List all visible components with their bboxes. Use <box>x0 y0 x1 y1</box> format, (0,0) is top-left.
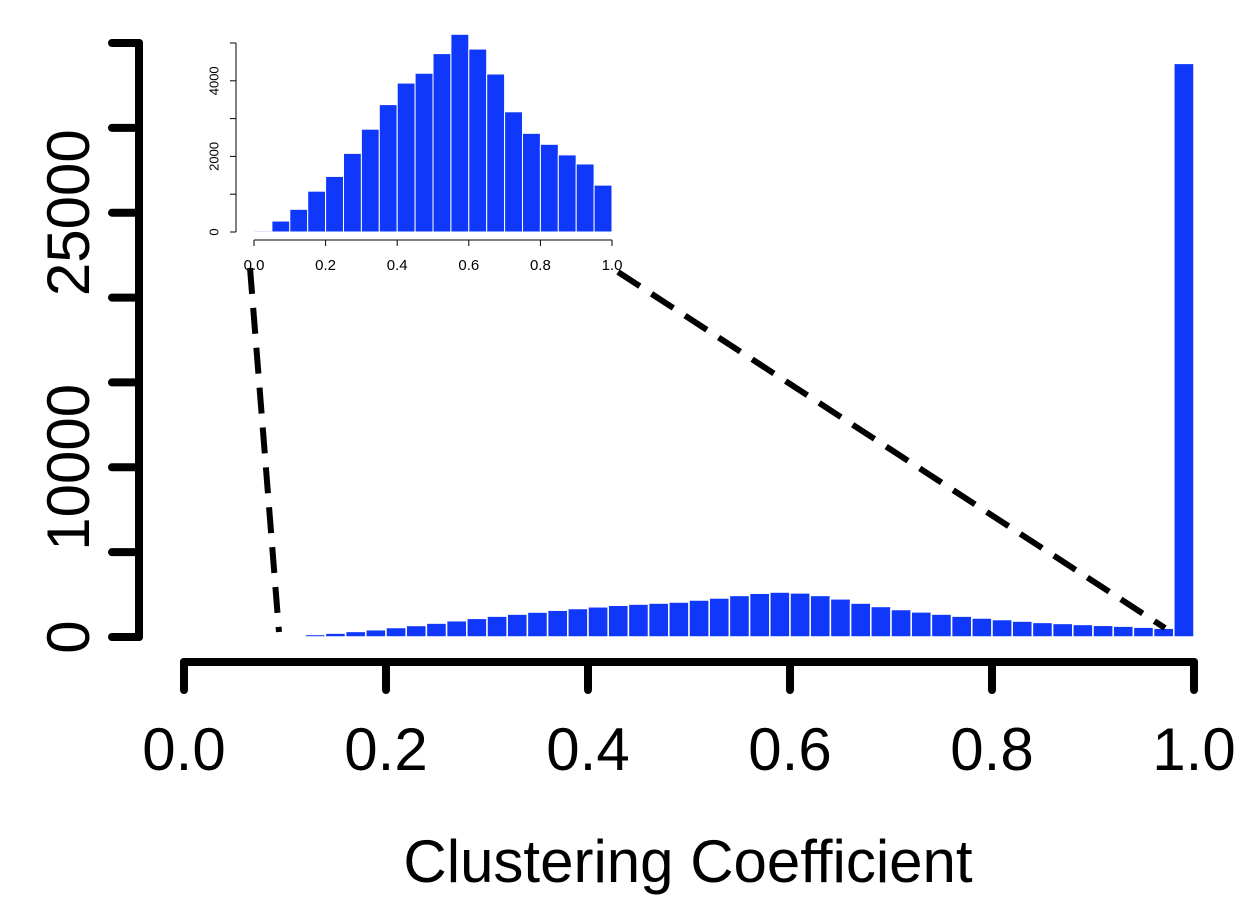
inset-bar <box>522 132 541 233</box>
main-bar <box>668 601 690 638</box>
main-bar <box>627 603 650 638</box>
inset-bar <box>539 143 559 233</box>
main-bar <box>546 609 569 638</box>
main-bar <box>365 628 387 638</box>
inset-bar <box>271 220 291 233</box>
inset-bar <box>486 73 506 233</box>
main-bar <box>728 594 751 638</box>
inset-x-tick-label: 1.0 <box>602 257 623 274</box>
main-bar <box>789 592 811 638</box>
main-bar <box>486 615 508 638</box>
main-y-tick-label: 0 <box>35 620 102 653</box>
inset-bar <box>253 230 273 233</box>
main-bar <box>385 626 407 638</box>
main-bar <box>1031 621 1054 638</box>
main-bar <box>445 619 468 638</box>
main-x-tick-label: 0.2 <box>344 716 427 783</box>
inset-bar <box>450 33 470 233</box>
inset-y-tick-label: 0 <box>206 228 221 235</box>
main-bar <box>1011 620 1034 638</box>
main-bar <box>526 611 549 638</box>
main-bar <box>971 617 993 638</box>
main-bar <box>587 606 609 638</box>
main-bar <box>647 602 670 638</box>
inset-bar <box>414 72 434 233</box>
main-y-tick-label: 10000 <box>35 384 102 551</box>
inset-bar <box>557 154 577 233</box>
inset-bar <box>343 152 362 233</box>
main-x-tick-label: 1.0 <box>1152 716 1235 783</box>
inset-y-tick-label: 4000 <box>206 66 221 95</box>
main-bar <box>1092 624 1114 638</box>
inset-bar <box>289 208 309 233</box>
inset-y-tick-label: 2000 <box>206 142 221 171</box>
main-bar <box>991 618 1013 638</box>
main-bar <box>930 613 953 638</box>
inset-histogram-bars <box>253 33 613 233</box>
main-x-tick-label: 0.4 <box>546 716 629 783</box>
main-histogram-bars <box>284 62 1195 638</box>
main-bar <box>567 607 589 638</box>
main-bar <box>809 594 832 638</box>
inset-bar <box>432 53 452 233</box>
inset-bar <box>307 190 327 233</box>
main-bar <box>1173 62 1195 638</box>
main-bar <box>607 604 630 638</box>
main-bar <box>324 632 347 638</box>
main-bar <box>1072 623 1094 638</box>
main-bar <box>344 630 367 638</box>
inset-bar <box>504 111 524 233</box>
inset-bar <box>575 163 595 233</box>
main-axes: 0 10000 25000 0.0 0.2 0.4 0.6 0.8 1.0 <box>35 39 1236 783</box>
main-bar <box>284 634 306 638</box>
main-bar <box>910 611 933 638</box>
main-x-tick-label: 0.0 <box>142 716 225 783</box>
main-bar <box>708 597 731 638</box>
main-bar <box>425 622 448 638</box>
main-bar <box>506 613 529 638</box>
inset-x-tick-label: 0.2 <box>315 257 336 274</box>
x-axis-title: Clustering Coefficient <box>403 828 973 895</box>
main-bar <box>1132 626 1155 638</box>
main-bar <box>950 615 973 638</box>
main-bar <box>870 605 892 638</box>
main-bar <box>466 617 488 638</box>
inset-x-tick-label: 0.6 <box>458 257 479 274</box>
inset-bar <box>396 82 416 233</box>
inset-bar <box>593 184 613 233</box>
main-bar <box>769 591 791 638</box>
inset-bar <box>468 48 488 233</box>
main-bar <box>748 592 771 638</box>
zoom-connector-left <box>247 267 282 633</box>
main-x-tick-label: 0.8 <box>950 716 1033 783</box>
inset-bar <box>325 175 345 233</box>
inset-x-tick-label: 0.0 <box>244 257 265 274</box>
main-bar <box>405 624 428 638</box>
main-bar <box>1051 622 1074 638</box>
inset-bar <box>378 104 398 233</box>
main-bar <box>849 602 872 638</box>
inset-x-tick-label: 0.4 <box>387 257 408 274</box>
main-bar <box>890 608 912 638</box>
inset-bar <box>360 128 380 233</box>
inset-axes: 0 2000 4000 0.0 0.2 0.4 0.6 0.8 1.0 <box>206 42 623 274</box>
main-x-tick-label: 0.6 <box>748 716 831 783</box>
main-bar <box>829 598 852 638</box>
main-bar <box>688 599 710 638</box>
main-bar <box>1112 625 1135 638</box>
zoom-connector-right <box>616 269 1167 631</box>
inset-x-tick-label: 0.8 <box>530 257 551 274</box>
main-bar <box>304 633 327 638</box>
main-y-tick-label: 25000 <box>35 129 102 296</box>
